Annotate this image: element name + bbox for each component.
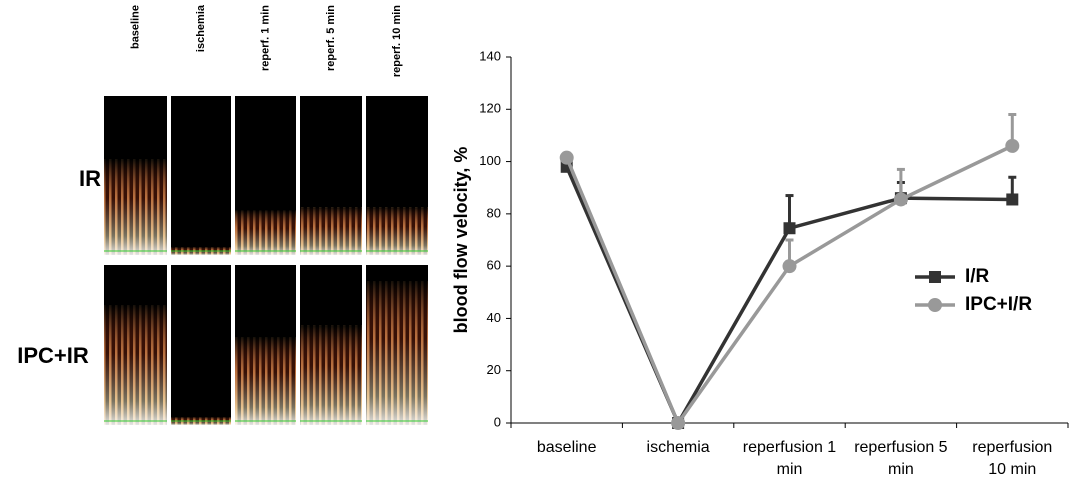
x-tick-label: ischemia [646,439,710,456]
y-tick-label: 100 [479,153,501,168]
column-label: reperf. 5 min [325,5,337,71]
y-tick-label: 20 [487,362,501,377]
series-line [565,144,1014,427]
row-label: IPC+IR [17,343,89,368]
x-tick-label: reperfusion 10 min [972,439,1053,478]
column-label: ischemia [195,4,207,52]
y-tick-label: 60 [487,258,501,273]
marker [1006,193,1019,206]
marker [1005,138,1020,153]
legend-marker [928,298,942,312]
image-glow [235,210,296,255]
image-bg [171,96,231,255]
image-glow [104,159,167,255]
column-label: baseline [129,5,141,49]
y-axis-label: blood flow velocity, % [451,147,471,334]
y-tick-label: 40 [487,310,501,325]
column-label: reperf. 10 min [391,5,403,77]
legend-label: I/R [965,266,990,287]
image-glow [104,305,167,425]
x-tick-label: baseline [536,439,597,456]
image-glow [300,207,362,255]
column-label: reperf. 1 min [259,5,271,71]
legend-marker [929,271,941,283]
marker [671,416,686,430]
image-glow [366,207,428,255]
y-tick-label: 120 [479,101,501,116]
marker [782,259,797,274]
image-glow [366,281,428,425]
row-label: IR [79,166,101,191]
legend-label: IPC+I/R [965,294,1032,315]
marker [559,150,574,165]
image-glow [300,325,362,425]
image-bg [171,265,231,425]
x-tick-label: reperfusion 5 min [854,439,948,478]
image-glow [235,337,296,425]
y-tick-label: 0 [494,414,501,429]
x-tick-label: reperfusion 1 min [742,439,837,478]
y-tick-label: 80 [487,205,501,220]
marker [783,222,796,235]
doppler-images [104,96,428,425]
marker [893,192,908,207]
y-tick-label: 140 [479,48,501,63]
